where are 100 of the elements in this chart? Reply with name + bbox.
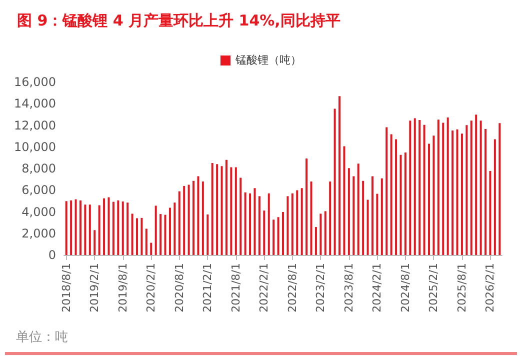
bar — [498, 123, 501, 255]
bar — [244, 192, 246, 255]
bar — [154, 206, 157, 255]
bar — [225, 160, 228, 255]
legend-label: 锰酸锂（吨） — [234, 54, 302, 66]
text: 单位：吨 — [16, 329, 68, 346]
bar — [432, 136, 435, 255]
y-tick-label: 14,000 — [14, 96, 56, 111]
bar — [310, 181, 312, 255]
bar — [357, 164, 360, 255]
bar — [414, 118, 416, 255]
bar — [484, 129, 487, 255]
bar — [480, 120, 482, 255]
bar — [150, 242, 152, 255]
bar — [286, 196, 289, 255]
bar — [108, 197, 110, 255]
bar — [282, 212, 284, 255]
bar — [277, 217, 280, 255]
bar — [291, 193, 294, 255]
bar — [334, 108, 336, 255]
bar — [234, 167, 237, 255]
bar — [470, 120, 472, 255]
bar — [126, 202, 129, 255]
y-tick-label: 16,000 — [14, 75, 56, 89]
y-tick-label: 4,000 — [22, 204, 56, 219]
bar — [88, 204, 91, 255]
bar — [329, 181, 332, 255]
bar — [216, 164, 218, 255]
bar — [249, 193, 252, 255]
bar — [206, 214, 209, 255]
x-tick-label: 2018/8/1 — [60, 263, 73, 312]
chart-title: 图 9：锰酸锂 4 月产量环比上升 14%,同比持平 — [17, 12, 340, 30]
bar — [306, 158, 308, 255]
bar — [320, 214, 322, 255]
x-tick-label: 2024/8/1 — [398, 263, 412, 312]
bar — [168, 208, 171, 255]
bar — [466, 125, 468, 255]
bar — [452, 130, 454, 255]
bar — [437, 120, 440, 255]
bar — [188, 184, 190, 255]
bar — [117, 200, 120, 255]
bar — [103, 198, 106, 255]
x-tick-label: 2022/2/1 — [258, 263, 271, 312]
y-tick-label: 10,000 — [14, 140, 56, 154]
bar — [352, 176, 355, 255]
bar — [258, 196, 260, 255]
bar — [371, 176, 374, 255]
bar — [263, 210, 266, 255]
x-tick-label: 2025/2/1 — [427, 263, 440, 312]
bar — [362, 180, 364, 255]
bar — [112, 202, 114, 255]
x-tick-label: 2024/2/1 — [370, 263, 384, 312]
bar — [386, 127, 388, 255]
bar — [202, 181, 204, 255]
bar — [74, 199, 77, 255]
bar — [395, 139, 398, 255]
bar — [230, 167, 232, 255]
x-tick-label: 2022/8/1 — [286, 263, 299, 312]
x-tick-label: 2020/2/1 — [144, 263, 158, 312]
bar — [390, 134, 392, 255]
x-tick-label: 2025/8/1 — [455, 263, 468, 312]
bar — [70, 200, 72, 255]
bar — [314, 226, 317, 255]
bar — [423, 124, 426, 255]
bar — [324, 211, 326, 255]
bar — [418, 120, 421, 255]
y-tick-label: 12,000 — [14, 118, 56, 132]
y-tick-label: 0 — [48, 248, 56, 262]
bar — [84, 204, 86, 255]
x-tick-label: 2021/2/1 — [201, 263, 214, 312]
bar — [220, 166, 223, 255]
bar — [409, 120, 412, 255]
bar — [338, 96, 341, 255]
x-tick-label: 2020/8/1 — [172, 263, 186, 312]
bar — [272, 220, 275, 255]
bar — [380, 178, 383, 255]
bar — [376, 194, 378, 255]
bar — [98, 205, 100, 255]
bar — [65, 201, 68, 255]
bar — [136, 218, 138, 255]
bar — [348, 168, 350, 255]
bar — [174, 202, 176, 255]
bar — [240, 178, 242, 255]
bar — [160, 214, 162, 255]
bar — [183, 186, 186, 255]
bar — [197, 176, 200, 255]
bar — [404, 152, 406, 255]
bar — [494, 139, 496, 255]
bar — [428, 144, 430, 255]
bar — [94, 230, 96, 255]
bar — [140, 218, 143, 255]
bar — [456, 129, 458, 255]
bar — [164, 214, 166, 255]
bar — [122, 201, 124, 255]
bar — [268, 193, 270, 255]
bar — [178, 191, 180, 255]
bar — [211, 162, 214, 255]
y-tick-label: 2,000 — [22, 226, 56, 240]
x-tick-label: 2019/2/1 — [88, 263, 102, 312]
bar — [79, 200, 82, 255]
